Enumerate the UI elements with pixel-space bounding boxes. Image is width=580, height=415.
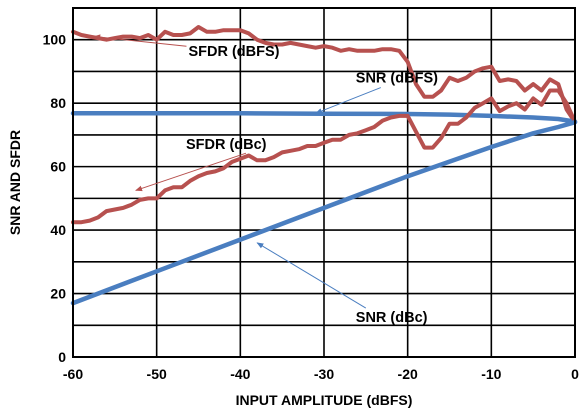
annotation-label: SFDR (dBFS) [188, 44, 279, 60]
series-line-snr-dbfs [70, 111, 578, 124]
y-tick-label: 100 [43, 32, 67, 48]
y-tick-label: 40 [50, 222, 66, 238]
x-tick-label: -50 [147, 366, 167, 382]
y-axis-label: SNR AND SFDR [7, 130, 23, 235]
series-layer [70, 25, 578, 306]
series-line-sfdr-dbc [71, 88, 577, 225]
x-tick-label: -30 [314, 366, 334, 382]
annotation-label: SNR (dBc) [356, 310, 428, 326]
y-tick-label: 20 [50, 286, 66, 302]
annotations: SFDR (dBFS) SNR (dBFS) SFDR (dBc) SNR (dBc) [93, 34, 438, 326]
y-tick-label: 80 [50, 95, 66, 111]
x-tick-label: -20 [398, 366, 418, 382]
x-axis-label: INPUT AMPLITUDE (dBFS) [236, 392, 413, 408]
annotation-arrow [314, 87, 381, 114]
tick-labels: -60 -50 -40 -30 -20 -10 0 0 20 40 60 80 100 [43, 32, 579, 382]
annotation-label: SFDR (dBc) [186, 137, 267, 153]
y-tick-label: 60 [50, 159, 66, 175]
annotation-arrow [256, 242, 367, 309]
x-tick-label: 0 [571, 366, 579, 382]
x-tick-label: -10 [481, 366, 501, 382]
plot-frame [72, 7, 576, 358]
y-tick-label: 0 [58, 349, 66, 365]
x-tick-label: -60 [63, 366, 83, 382]
gridlines [72, 8, 576, 357]
annotation-arrow [135, 152, 247, 192]
annotation-arrow [93, 34, 187, 47]
x-tick-label: -40 [230, 366, 250, 382]
series-line-snr-dbc [70, 119, 578, 306]
series-line-sfdr-dbfs [71, 25, 577, 125]
annotation-label: SNR (dBFS) [356, 71, 438, 87]
